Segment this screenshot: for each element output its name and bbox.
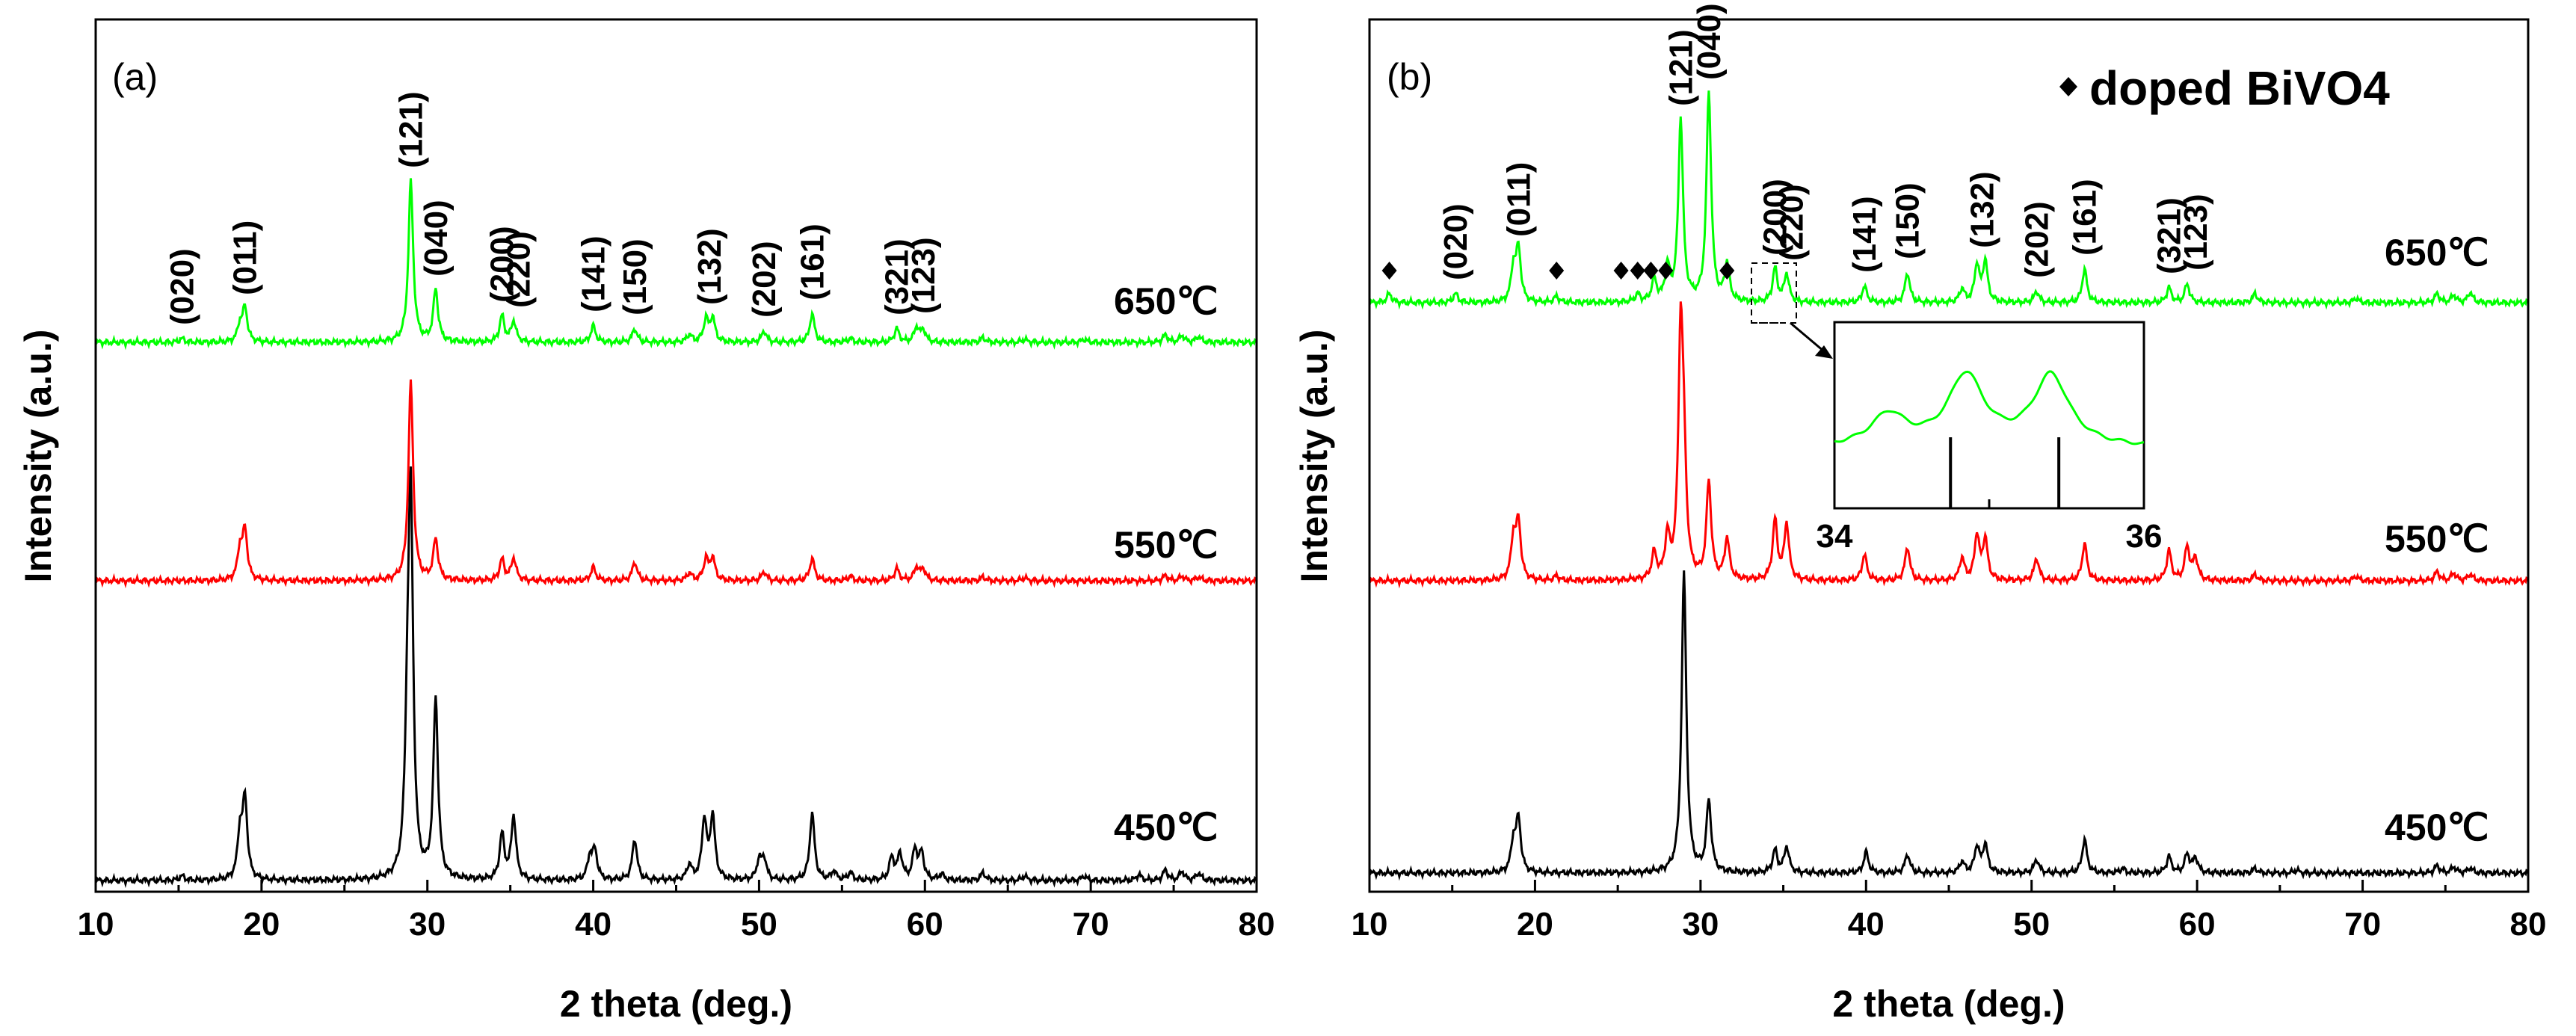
x-axis-label: 2 theta (deg.)	[1832, 983, 2065, 1025]
peak-annotation: (141)	[1846, 196, 1883, 273]
x-tick-label: 10	[78, 906, 114, 943]
diamond-marker	[1613, 262, 1629, 280]
series-line-550C	[1368, 301, 2529, 589]
peak-annotation: (321)	[2151, 197, 2188, 274]
panel-a: 450℃ 550℃ 650℃ 10 20 30 40 50 60 70 80 2 theta (deg…	[17, 18, 1275, 1025]
peak-annotation: (150)	[1890, 182, 1926, 259]
peak-annotation: (123)	[905, 237, 942, 314]
y-axis-label: Intensity (a.u.)	[1293, 330, 1335, 583]
peak-annotation: (121)	[393, 91, 430, 168]
diamond-marker	[1630, 262, 1645, 280]
x-tick-label: 50	[2013, 906, 2050, 943]
series-line-650C	[94, 178, 1257, 351]
diamond-marker	[1381, 262, 1397, 280]
x-tick-label: 30	[409, 906, 446, 943]
panel-label: (b)	[1387, 56, 1432, 98]
series-line-450C	[94, 466, 1257, 889]
x-tick-label: 50	[741, 906, 777, 943]
series-label: 550℃	[1114, 524, 1218, 566]
plot-frame	[94, 18, 1258, 893]
x-tick-label: 80	[2510, 906, 2547, 943]
x-tick-label: 20	[243, 906, 280, 943]
x-axis-label: 2 theta (deg.)	[560, 983, 792, 1025]
legend-label: doped BiVO4	[2089, 61, 2390, 115]
x-tick-label: 60	[907, 906, 943, 943]
x-tick-label: 40	[1848, 906, 1885, 943]
inset-x-tick-label: 34	[1817, 518, 1853, 555]
diamond-marker	[1549, 262, 1565, 280]
peak-annotation: (132)	[691, 228, 728, 305]
peak-annotation: (150)	[617, 238, 653, 315]
x-tick-label: 70	[2344, 906, 2381, 943]
series-label: 550℃	[2385, 518, 2489, 560]
zoom-arrow-line	[1790, 321, 1825, 353]
peak-annotation: (202)	[746, 241, 783, 318]
peak-annotation: (011)	[1500, 162, 1537, 237]
series-label: 650℃	[1114, 280, 1218, 322]
series-label: 650℃	[2385, 232, 2489, 274]
series-line-650C	[1368, 90, 2529, 310]
inset-series-line	[1834, 370, 2145, 445]
y-axis-label: Intensity (a.u.)	[17, 330, 59, 583]
x-tick-label: 20	[1517, 906, 1553, 943]
diamond-marker	[1719, 262, 1735, 280]
x-tick-label: 40	[575, 906, 611, 943]
inset-frame	[1833, 321, 2145, 510]
panel-label: (a)	[112, 56, 158, 98]
series-line-550C	[94, 379, 1257, 589]
x-tick-label: 10	[1352, 906, 1388, 943]
peak-annotation: (121)	[1663, 29, 1699, 106]
peak-annotation: (161)	[794, 223, 831, 300]
peak-annotation: (200)	[1757, 179, 1794, 256]
peak-annotation: (220)	[1774, 184, 1811, 261]
x-tick-label: 70	[1073, 906, 1109, 943]
peak-annotation: (040)	[418, 200, 455, 277]
zoom-arrow-head-icon	[1815, 345, 1833, 359]
diamond-marker	[1643, 262, 1659, 280]
series-line-450C	[1368, 570, 2529, 881]
peak-annotation: (011)	[227, 221, 264, 295]
peak-annotation: (161)	[2067, 179, 2104, 256]
peak-annotation: (040)	[1691, 3, 1728, 80]
peak-annotation: (020)	[164, 248, 200, 325]
x-tick-label: 60	[2179, 906, 2216, 943]
peak-annotation: (020)	[1438, 203, 1474, 280]
peak-annotation: (321)	[879, 238, 916, 315]
peak-annotation: (123)	[2178, 194, 2214, 271]
x-tick-label: 80	[1239, 906, 1275, 943]
peak-annotation: (220)	[501, 231, 537, 308]
peak-annotation: (132)	[1964, 171, 2000, 248]
peak-annotation: (141)	[576, 235, 612, 312]
legend-diamond-icon	[2059, 77, 2077, 96]
series-label: 450℃	[1114, 807, 1218, 848]
panel-b: 450℃ 550℃ 650℃ 10 20 30 40 50 60 70 80 2 theta (deg…	[1293, 3, 2546, 1025]
inset-x-tick-label: 36	[2126, 518, 2163, 555]
peak-annotation: (202)	[2018, 201, 2055, 278]
x-tick-label: 30	[1682, 906, 1719, 943]
diamond-marker	[1658, 262, 1674, 280]
series-label: 450℃	[2385, 807, 2489, 848]
peak-annotation: (200)	[484, 226, 521, 303]
